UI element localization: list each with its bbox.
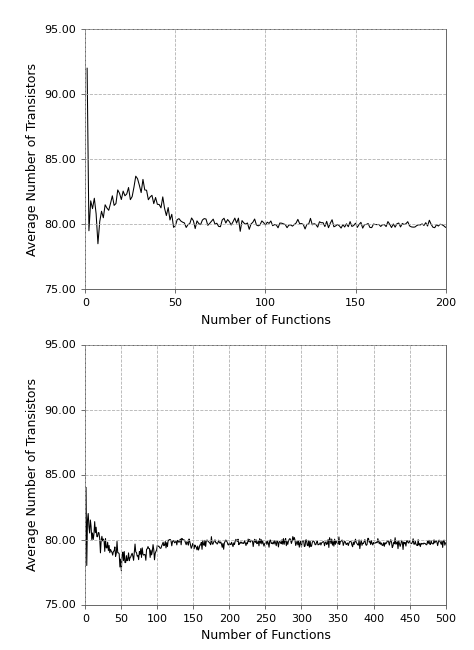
Y-axis label: Average Number of Transistors: Average Number of Transistors [26, 378, 39, 571]
Y-axis label: Average Number of Transistors: Average Number of Transistors [26, 63, 39, 255]
X-axis label: Number of Functions: Number of Functions [201, 629, 330, 642]
X-axis label: Number of Functions: Number of Functions [201, 314, 330, 327]
